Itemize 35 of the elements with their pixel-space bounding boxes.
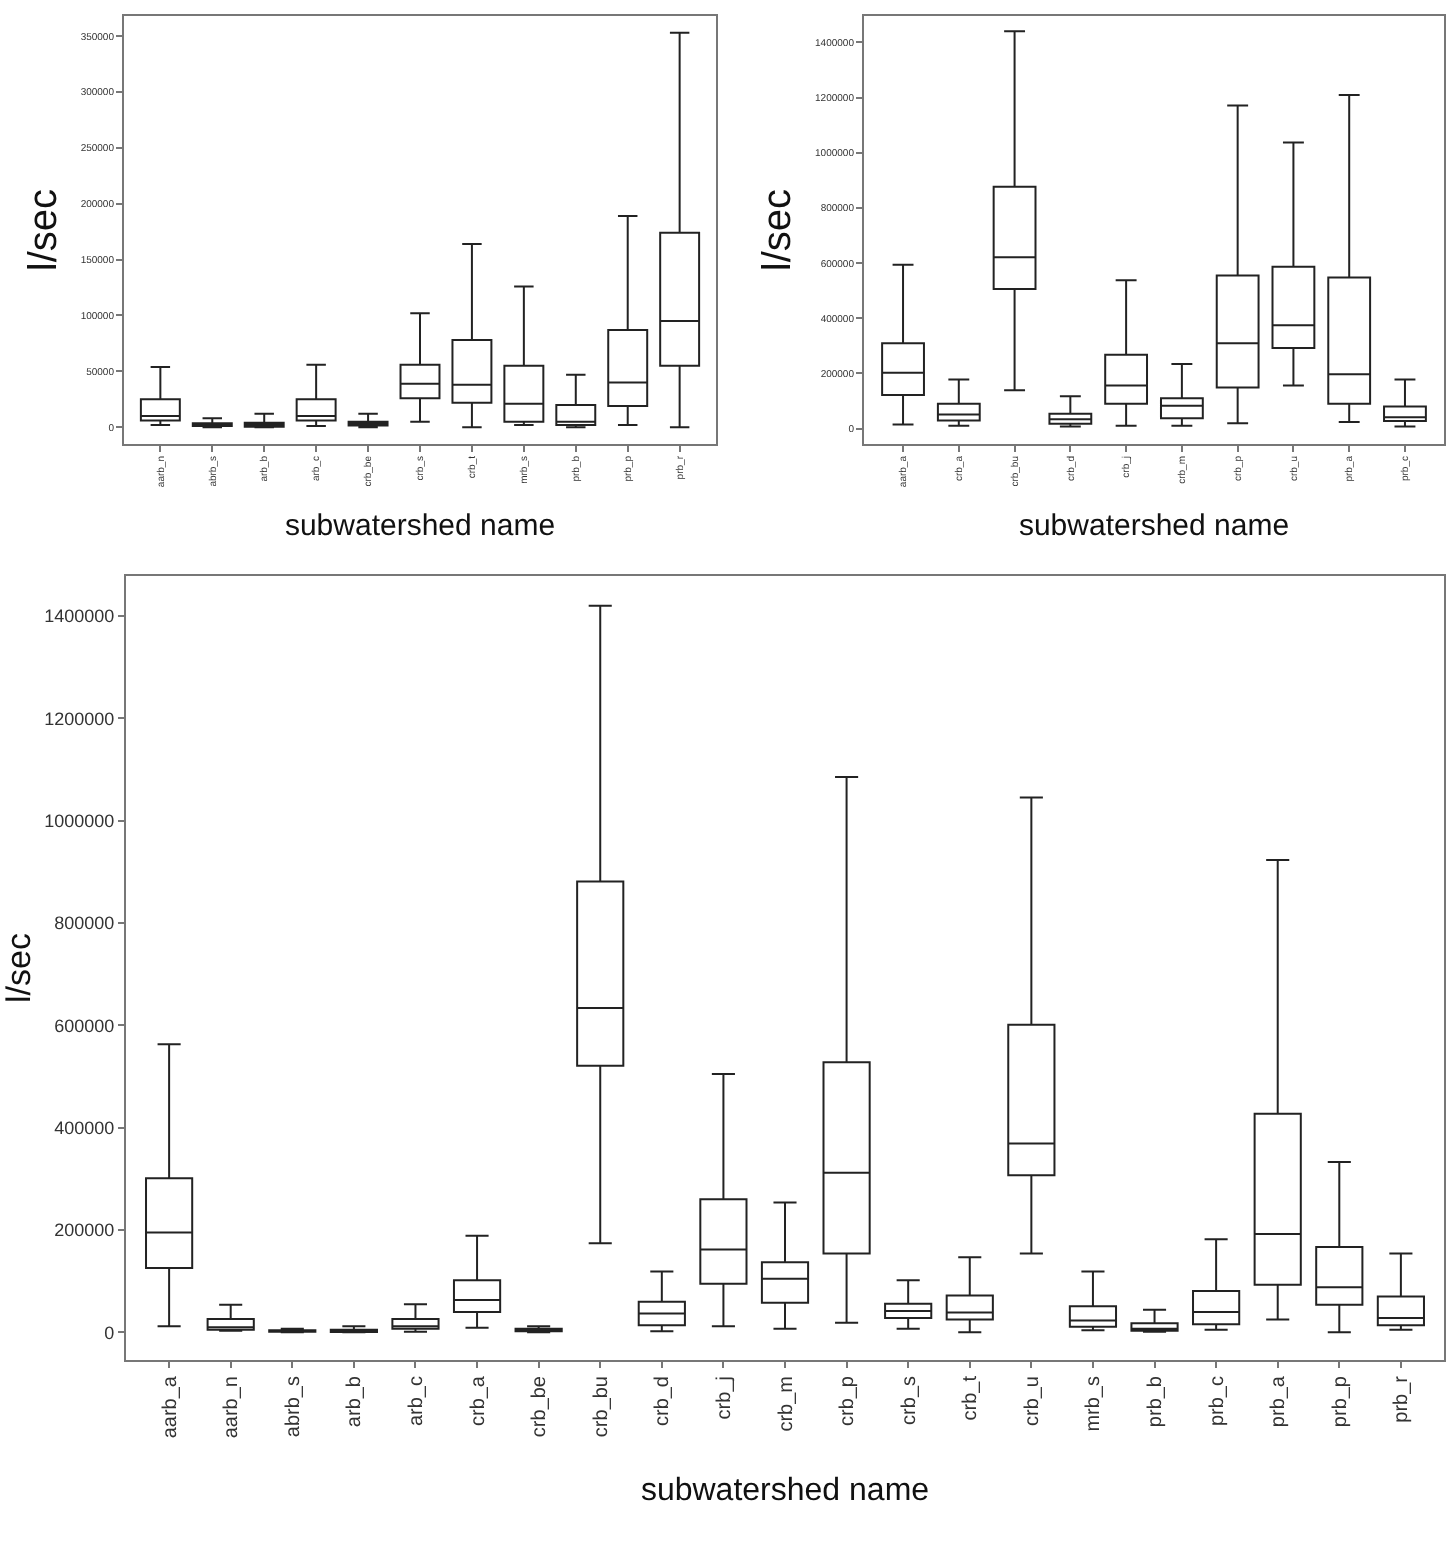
x-tick-label: crb_t [960,1375,983,1421]
x-tick-label: arb_b [344,1375,367,1428]
x-tick-label: prb_r [1391,1374,1414,1423]
x-tick-label: crb_p [837,1375,860,1427]
y-tick-label: 0 [104,1322,115,1343]
x-tick-label: abrb_s [282,1376,305,1438]
y-tick-label: 1200000 [44,708,115,729]
y-tick-label: 600000 [54,1015,115,1036]
x-tick-label: crb_m [775,1376,798,1432]
x-tick-label: crb_d [652,1376,675,1427]
y-tick-label: 200000 [54,1220,115,1241]
x-tick-label: crb_u [1021,1376,1044,1427]
x-tick-label: prb_b [1145,1375,1168,1428]
x-tick-label: prb_p [1329,1375,1352,1428]
x-tick-label: crb_j [713,1376,736,1420]
y-tick-label: 1000000 [44,810,115,831]
x-tick-label: crb_s [898,1376,921,1425]
x-tick-label: aarb_n [221,1376,244,1439]
x-axis-title: subwatershed name [284,509,556,544]
x-axis-title: subwatershed name [1018,509,1290,544]
x-tick-label: mrb_s [1083,1376,1106,1432]
y-tick-label: 800000 [54,913,115,934]
y-axis-title: l/sec [0,932,38,1003]
x-tick-label: prb_a [1268,1375,1291,1428]
y-axis-title: l/sec [756,188,801,272]
x-tick-label: aarb_a [159,1375,182,1439]
y-axis-title: l/sec [21,188,66,272]
x-tick-label: arb_c [405,1376,428,1427]
x-tick-label: crb_be [529,1375,552,1438]
x-tick-label: crb_bu [590,1376,613,1438]
x-tick-label: prb_c [1206,1376,1229,1427]
x-axis-title: subwatershed name [640,1473,930,1508]
y-tick-label: 400000 [54,1117,115,1138]
y-tick-label: 1400000 [44,606,115,627]
x-tick-label: crb_a [467,1375,490,1427]
